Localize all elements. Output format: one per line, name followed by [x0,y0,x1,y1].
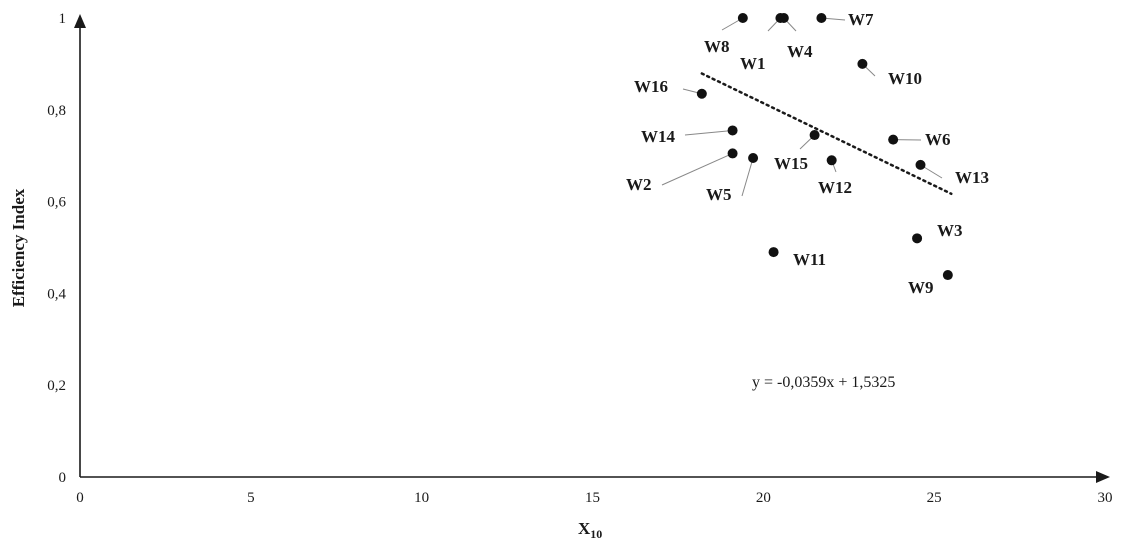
data-point-w6 [888,134,899,145]
point-label-w15: W15 [774,154,808,173]
data-point-w13 [915,159,926,170]
axes [74,14,1110,483]
x-tick-label: 20 [756,490,771,506]
data-point-w2 [727,148,738,159]
y-tick-label: 0,4 [47,286,66,302]
point-label-w3: W3 [937,221,963,240]
data-point-w3 [912,233,923,244]
y-axis-arrow [74,14,86,28]
point-label-w6: W6 [925,130,951,149]
x-tick-label: 5 [247,490,255,506]
point-label-w14: W14 [641,127,676,146]
x-axis-title: X10 [578,519,602,541]
y-axis-title: Efficiency Index [9,188,28,307]
y-tick-label: 0,6 [47,195,66,211]
x-tick-label: 30 [1098,490,1113,506]
data-point-w11 [768,247,779,258]
x-axis-arrow [1096,471,1110,483]
data-points: W1 W2 W3 W4 W5 W6 W7 W8 W9 W10 W11 W12 W13 W14 W15 W16 [626,10,989,297]
x-tick-label: 15 [585,490,600,506]
data-point-w10 [857,58,868,69]
point-label-w12: W12 [818,178,852,197]
x-axis-title-subscript: 10 [590,527,602,541]
y-tick-label: 0,2 [47,378,66,394]
y-tick-label: 0 [59,470,67,486]
point-label-w9: W9 [908,278,934,297]
data-point-w7 [816,13,827,23]
y-tick-label: 0,8 [47,103,66,119]
data-point-w16 [696,88,707,99]
x-tick-label: 0 [76,490,84,506]
data-point-w12 [826,155,837,166]
x-tick-label: 25 [927,490,942,506]
point-label-w5: W5 [706,185,732,204]
data-point-w5 [748,152,759,163]
trendline-group: y = -0,0359x + 1,5325 [700,72,953,391]
point-label-w16: W16 [634,77,668,96]
leader-line [684,129,733,136]
trendline [700,72,953,196]
point-label-w7: W7 [848,10,874,29]
point-label-w1: W1 [740,54,766,73]
point-label-w2: W2 [626,175,652,194]
point-label-w13: W13 [955,168,989,187]
tick-labels: 0 5 10 15 20 25 30 0 0,2 0,4 0,6 0,8 1 [47,11,1112,506]
data-point-w8 [737,13,748,23]
data-point-w14 [727,125,738,136]
x-tick-label: 10 [414,490,429,506]
point-label-w4: W4 [787,42,813,61]
x-axis-title-main: X [578,519,591,538]
leader-line [741,157,754,197]
y-tick-label: 1 [59,11,67,27]
point-label-w11: W11 [793,250,826,269]
data-point-w4 [778,13,789,23]
point-label-w10: W10 [888,69,922,88]
data-point-w9 [942,270,953,281]
data-point-w15 [809,130,820,141]
leader-line [661,152,733,186]
point-label-w8: W8 [704,37,730,56]
trendline-equation: y = -0,0359x + 1,5325 [752,374,895,391]
